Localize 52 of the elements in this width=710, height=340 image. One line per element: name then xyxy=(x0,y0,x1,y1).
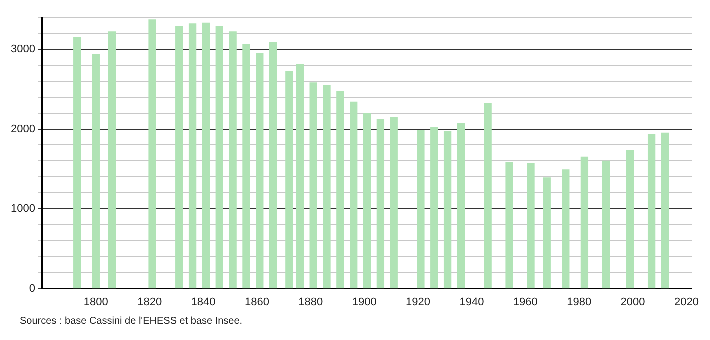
x-tick-label: 1880 xyxy=(298,296,324,308)
y-tick-label: 3000 xyxy=(10,44,36,56)
bar xyxy=(661,132,670,289)
x-tick-label: 1820 xyxy=(138,296,162,308)
x-tick-label: 1920 xyxy=(406,296,431,308)
y-tick-label: 0 xyxy=(29,282,36,295)
bar xyxy=(506,162,514,289)
bar xyxy=(202,22,210,289)
bar xyxy=(296,64,304,289)
bar xyxy=(242,44,250,289)
x-tick-label: 1960 xyxy=(513,296,538,308)
bar xyxy=(229,32,237,289)
bar xyxy=(74,37,82,289)
bar xyxy=(430,127,438,289)
bar xyxy=(108,32,116,289)
bar xyxy=(336,91,344,289)
x-tick-label: 1860 xyxy=(244,296,270,308)
x-tick-label: 1980 xyxy=(567,296,592,308)
bar xyxy=(580,156,589,289)
x-tick-label: 1900 xyxy=(352,296,377,308)
x-tick-label: 1800 xyxy=(84,296,108,308)
y-tick-label: 1000 xyxy=(10,203,36,216)
bar xyxy=(286,72,294,289)
bar xyxy=(376,119,385,289)
bar xyxy=(444,131,452,289)
x-tick-label: 2000 xyxy=(620,296,646,308)
bar xyxy=(457,123,466,289)
bar xyxy=(363,112,372,289)
source-note: Sources : base Cassini de l'EHESS et base Insee. xyxy=(20,316,244,327)
bar xyxy=(310,82,318,289)
bar xyxy=(148,20,156,289)
bar xyxy=(216,26,224,289)
bar xyxy=(188,24,197,289)
bar xyxy=(323,85,331,289)
bar xyxy=(648,134,656,289)
bar xyxy=(417,130,425,289)
bar xyxy=(390,116,398,289)
bar xyxy=(269,42,278,289)
y-tick-label: 2000 xyxy=(10,123,36,136)
x-tick-label: 1840 xyxy=(191,296,216,308)
bar xyxy=(602,160,610,289)
bar xyxy=(484,103,492,289)
bar xyxy=(176,26,184,289)
bar xyxy=(562,170,570,289)
bar xyxy=(256,53,264,289)
bar xyxy=(543,178,551,289)
bar xyxy=(527,163,535,289)
x-tick-label: 1940 xyxy=(460,296,484,308)
bar xyxy=(626,150,634,289)
bar xyxy=(350,102,358,289)
x-tick-label: 2020 xyxy=(674,296,699,308)
bar xyxy=(92,54,100,289)
